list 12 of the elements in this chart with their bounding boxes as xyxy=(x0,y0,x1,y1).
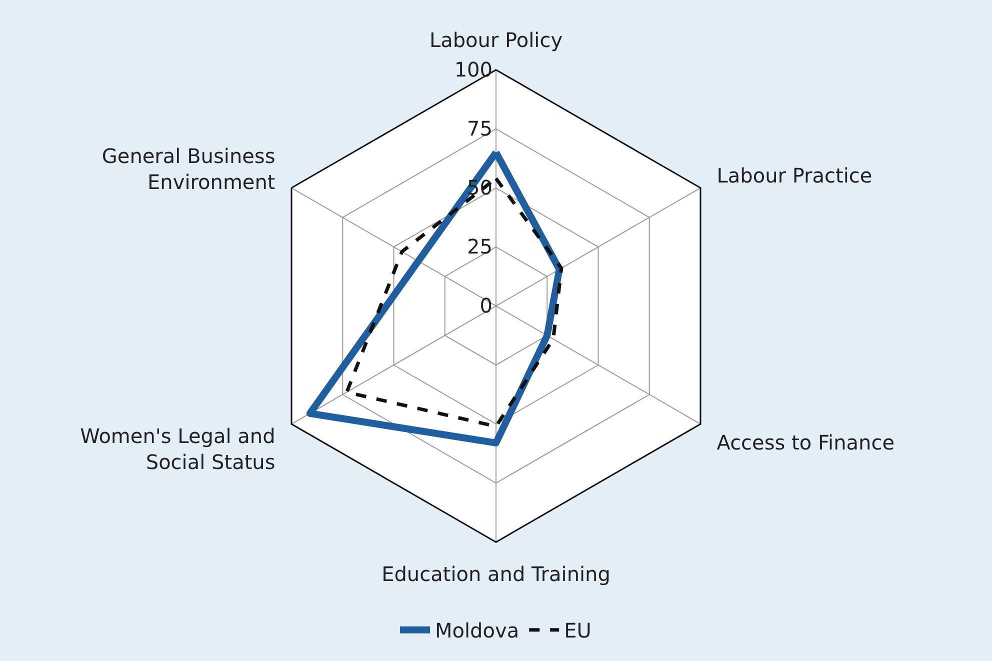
spoke-label: Education and Training xyxy=(382,562,610,586)
legend-label: Moldova xyxy=(435,618,520,643)
spoke-label: Access to Finance xyxy=(716,430,895,454)
spoke-label: Women's Legal and Social Status xyxy=(80,424,276,474)
y-tick-label: 0 xyxy=(480,293,492,318)
spoke-label: Labour Practice xyxy=(716,164,872,188)
y-tick-label: 75 xyxy=(467,116,492,140)
y-tick-label: 25 xyxy=(467,234,492,258)
spoke-label: General Business Environment xyxy=(102,144,276,194)
legend-label: EU xyxy=(564,618,592,643)
y-tick-label: 100 xyxy=(454,57,492,82)
spoke-label: Labour Policy xyxy=(429,28,563,52)
